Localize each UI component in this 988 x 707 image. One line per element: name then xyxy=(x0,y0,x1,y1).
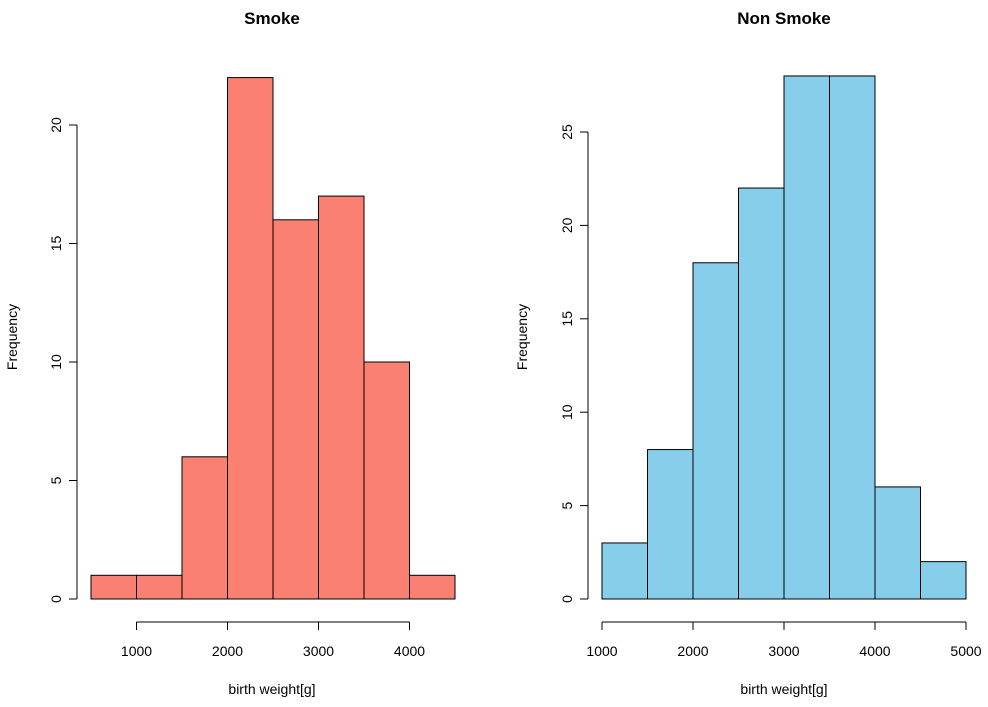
x-tick-label: 3000 xyxy=(303,643,334,659)
histogram-bar xyxy=(783,75,830,600)
histogram-bar xyxy=(363,361,410,600)
y-tick-label: 20 xyxy=(48,117,64,133)
y-tick-label: 5 xyxy=(559,501,575,509)
histogram-bar xyxy=(738,187,785,600)
y-tick-label: 10 xyxy=(48,354,64,370)
y-tick-label: 25 xyxy=(559,124,575,140)
y-tick-label: 5 xyxy=(48,476,64,484)
x-tick-label: 5000 xyxy=(950,643,981,659)
y-axis-smoke: 0 5 10 15 20 xyxy=(48,117,78,603)
x-tick-label: 3000 xyxy=(768,643,799,659)
x-tick-label: 2000 xyxy=(212,643,243,659)
x-tick-label: 2000 xyxy=(677,643,708,659)
histogram-bar xyxy=(318,195,365,600)
y-axis-label-non-smoke: Frequency xyxy=(514,304,530,370)
histogram-bar xyxy=(692,262,739,600)
x-tick-label: 1000 xyxy=(121,643,152,659)
x-tick-label: 1000 xyxy=(586,643,617,659)
y-axis-label-smoke: Frequency xyxy=(4,304,20,370)
x-axis-smoke: 1000 2000 3000 4000 xyxy=(121,621,425,659)
histogram-bar xyxy=(920,561,967,600)
x-tick-label: 4000 xyxy=(394,643,425,659)
x-axis-non-smoke: 1000 2000 3000 4000 5000 xyxy=(586,621,982,659)
chart-title-non-smoke: Non Smoke xyxy=(737,9,831,28)
y-tick-label: 20 xyxy=(559,217,575,233)
histogram-bar xyxy=(647,449,694,600)
bars-non-smoke xyxy=(601,75,967,600)
y-tick-label: 0 xyxy=(559,595,575,603)
x-tick-label: 4000 xyxy=(859,643,890,659)
x-axis-label-non-smoke: birth weight[g] xyxy=(740,681,827,697)
histogram-bar xyxy=(90,574,137,600)
histogram-bar xyxy=(874,486,921,600)
histogram-bar xyxy=(136,574,183,600)
histogram-bar xyxy=(829,75,876,600)
histogram-bar xyxy=(181,456,228,600)
y-axis-non-smoke: 0 5 10 15 20 25 xyxy=(559,124,589,603)
y-tick-label: 0 xyxy=(48,595,64,603)
y-tick-label: 15 xyxy=(48,236,64,252)
histogram-bar xyxy=(601,542,648,600)
bars-smoke xyxy=(90,77,456,600)
smoke-histogram-panel: Smoke birth weight[g] Frequency 0 5 10 15 20… xyxy=(4,9,456,697)
histogram-bar xyxy=(227,77,274,600)
x-axis-label-smoke: birth weight[g] xyxy=(228,681,315,697)
y-tick-label: 10 xyxy=(559,404,575,420)
y-tick-label: 15 xyxy=(559,311,575,327)
histogram-bar xyxy=(272,219,319,600)
chart-title-smoke: Smoke xyxy=(244,9,300,28)
histogram-bar xyxy=(409,574,456,600)
non-smoke-histogram-panel: Non Smoke birth weight[g] Frequency 0 5 10… xyxy=(514,9,982,697)
